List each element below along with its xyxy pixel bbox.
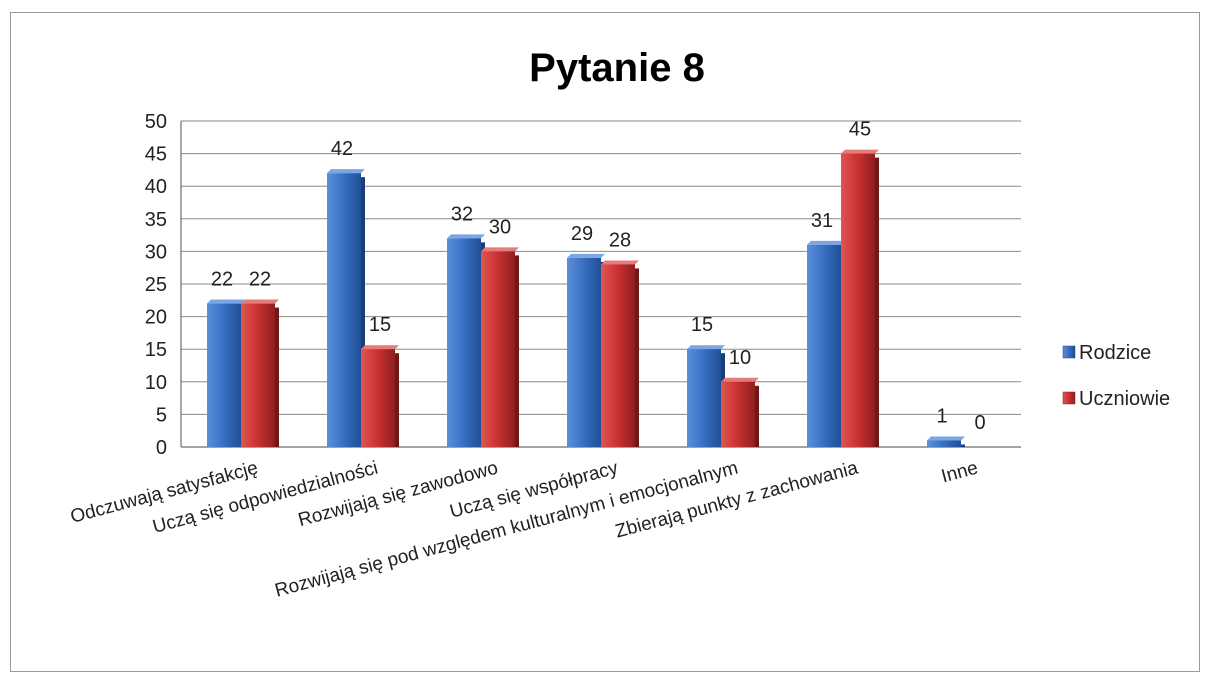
bar-group xyxy=(601,260,639,447)
y-tick-label: 5 xyxy=(156,404,167,426)
data-label: 31 xyxy=(811,210,833,232)
bar-uczniowie xyxy=(481,251,515,447)
bar-group xyxy=(447,234,485,447)
legend: Rodzice Uczniowie xyxy=(1062,342,1170,410)
data-label: 42 xyxy=(331,138,353,160)
bar-top xyxy=(447,234,485,239)
bar-side xyxy=(515,255,519,447)
bar-group xyxy=(927,436,965,447)
bar-side xyxy=(875,157,879,447)
bar-top xyxy=(481,247,519,252)
bar-uczniowie xyxy=(721,381,755,447)
bar-top xyxy=(361,345,399,350)
y-tick-label: 45 xyxy=(145,144,167,166)
bar-side xyxy=(275,307,279,447)
bar-group xyxy=(361,345,399,447)
data-label: 22 xyxy=(211,269,233,291)
y-tick-label: 0 xyxy=(156,437,167,459)
data-label: 32 xyxy=(451,203,473,225)
y-tick-label: 25 xyxy=(145,274,167,296)
bar-group xyxy=(841,149,879,447)
legend-item-rodzice: Rodzice xyxy=(1062,342,1151,364)
legend-swatch xyxy=(1062,391,1076,405)
bar-side xyxy=(961,444,965,447)
bar-top xyxy=(721,377,759,382)
y-tick-label: 30 xyxy=(145,241,167,263)
y-tick-label: 15 xyxy=(145,339,167,361)
bar-top xyxy=(207,299,245,304)
bar-top xyxy=(927,436,965,441)
bar-top xyxy=(601,260,639,265)
y-tick-label: 20 xyxy=(145,307,167,329)
bar-rodzice xyxy=(207,303,241,447)
y-tick-label: 10 xyxy=(145,372,167,394)
data-label: 15 xyxy=(369,314,391,336)
data-label: 10 xyxy=(729,347,751,369)
bar-uczniowie xyxy=(601,264,635,447)
y-tick-label: 50 xyxy=(145,111,167,133)
bar-group xyxy=(241,299,279,447)
bar-group xyxy=(721,377,759,447)
bar-uczniowie xyxy=(361,349,395,447)
chart-frame: Pytanie 8 0 5 10 15 20 25 30 35 40 45 50 22 22 Odczuw… xyxy=(10,12,1200,672)
bar-uczniowie xyxy=(841,153,875,447)
legend-item-uczniowie: Uczniowie xyxy=(1062,388,1170,410)
bar-rodzice xyxy=(807,244,841,447)
bar-side xyxy=(635,268,639,447)
data-label: 15 xyxy=(691,314,713,336)
data-label: 28 xyxy=(609,229,631,251)
bar-top xyxy=(841,149,879,154)
bar-group xyxy=(481,247,519,447)
bar-rodzice xyxy=(327,173,361,447)
bar-group xyxy=(567,253,605,447)
data-label: 1 xyxy=(936,405,947,427)
chart-title: Pytanie 8 xyxy=(529,46,705,90)
data-label: 22 xyxy=(249,269,271,291)
bar-group xyxy=(807,240,845,447)
x-category-label: Inne xyxy=(939,458,980,488)
data-label: 0 xyxy=(974,412,985,434)
bar-side xyxy=(361,177,365,447)
bar-rodzice xyxy=(687,349,721,447)
bar-top xyxy=(807,240,845,245)
bar-top xyxy=(687,345,725,350)
bar-group xyxy=(327,169,365,447)
bar-uczniowie xyxy=(241,303,275,447)
bar-top xyxy=(241,299,279,304)
x-category-label: Rozwijają się zawodowo xyxy=(296,458,500,532)
bar-side xyxy=(755,385,759,447)
bar-rodzice xyxy=(927,440,961,447)
bar-side xyxy=(395,353,399,447)
bar-rodzice xyxy=(567,257,601,447)
y-tick-label: 35 xyxy=(145,209,167,231)
bar-top xyxy=(327,169,365,174)
bar-top xyxy=(567,253,605,258)
legend-swatch xyxy=(1062,345,1076,359)
data-label: 30 xyxy=(489,216,511,238)
data-label: 45 xyxy=(849,119,871,141)
bar-rodzice xyxy=(447,238,481,447)
bar-group xyxy=(687,345,725,447)
data-label: 29 xyxy=(571,223,593,245)
bar-group xyxy=(207,299,245,447)
legend-label: Uczniowie xyxy=(1079,388,1170,410)
y-tick-label: 40 xyxy=(145,176,167,198)
legend-label: Rodzice xyxy=(1079,342,1151,364)
